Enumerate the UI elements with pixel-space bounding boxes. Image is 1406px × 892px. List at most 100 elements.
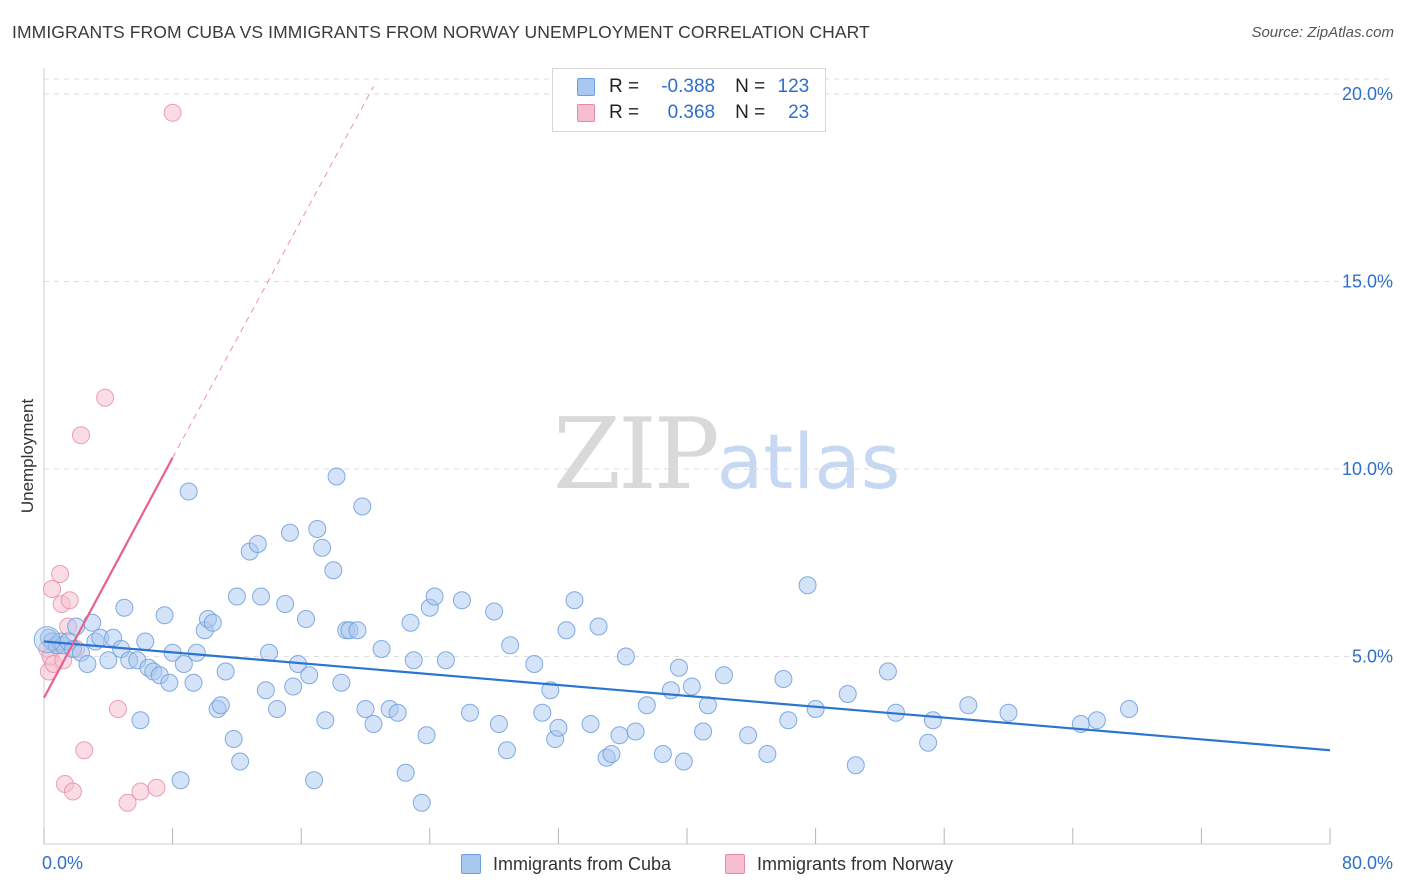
cuba-point [417,726,436,745]
cuba-point [313,538,332,557]
cuba-point [610,726,629,745]
y-axis-label: Unemployment [18,398,37,514]
norway-point [118,793,137,812]
legend-row-cuba: R = -0.388 N = 123 [577,75,809,99]
cuba-point [541,681,560,700]
cuba-point [460,703,479,722]
cuba-point [388,703,407,722]
norway-point [63,782,82,801]
cuba-point [316,711,335,730]
norway-point [43,580,62,598]
cuba-point [187,643,206,662]
legend-row-norway: R = 0.368 N = 23 [577,101,809,125]
legend-cuba-n-label: N = [735,76,766,97]
cuba-point [501,636,520,655]
cuba-point [846,756,865,775]
norway-point [147,778,166,797]
norway-point [108,700,127,718]
cuba-point [327,467,346,486]
cuba-point [779,711,798,730]
legend-norway-n-value: 23 [788,102,810,123]
cuba-point [356,700,375,718]
y-tick-label: 20.0% [1342,84,1393,104]
bottom-legend-norway: Immigrants from Norway [725,852,953,876]
cuba-point [589,617,608,636]
cuba-point [284,677,303,696]
cuba-point [694,722,713,741]
y-tick-label: 15.0% [1342,272,1393,292]
norway-point [60,591,79,610]
cuba-point [497,741,516,760]
cuba-point [268,700,287,718]
cuba-point [669,658,688,677]
cuba-point [99,651,118,670]
cuba-point [353,497,372,516]
cuba-point [698,696,717,715]
source-label: Source: ZipAtlas.com [1251,24,1394,41]
cuba-point [919,733,938,752]
cuba-point [115,598,134,617]
cuba-point [252,587,271,606]
cuba-point-cluster [33,626,61,654]
x-tick-label: 80.0% [1342,853,1393,873]
watermark-zip: ZIP [553,398,720,512]
cuba-point [758,745,777,763]
cuba-point [227,587,246,606]
cuba-point [211,696,230,715]
legend-norway-n-label: N = [735,102,766,123]
x-tick-label: 0.0% [42,853,83,873]
y-tick-label: 5.0% [1352,647,1393,667]
watermark-atlas: atlas [716,417,901,506]
cuba-trend-line [43,640,1331,752]
y-tick-label: 10.0% [1342,459,1393,479]
bottom-legend-cuba: Immigrants from Cuba [461,852,671,876]
cuba-point [452,591,471,610]
cuba-point [557,621,576,640]
legend-norway-r-label: R = [609,102,640,123]
cuba-point [160,673,179,692]
cuba-point [300,666,319,685]
cuba-point [739,726,758,745]
legend-norway-r-value: 0.368 [667,102,716,123]
norway-trend-line-extension [172,86,374,458]
cuba-point [674,752,693,771]
cuba-point [412,793,431,812]
bottom-legend-label-norway: Immigrants from Norway [757,853,954,874]
cuba-point [332,673,351,692]
cuba-point [549,718,568,737]
cuba-point [280,523,299,542]
cuba-point [248,535,267,553]
cuba-point [637,696,656,715]
watermark: ZIPatlas [553,398,900,512]
cuba-point [682,677,701,696]
cuba-point [179,482,198,501]
legend-cuba-r-value: -0.388 [661,76,716,97]
cuba-point [256,681,275,700]
cuba-point [806,700,825,718]
cuba-point [224,730,243,748]
cuba-point [216,662,235,681]
cuba-point [308,520,327,538]
chart-title: IMMIGRANTS FROM CUBA VS IMMIGRANTS FROM … [12,22,870,42]
cuba-point [231,752,250,771]
norway-point [131,782,150,801]
cuba-point [171,771,190,790]
cuba-point [297,610,316,628]
norway-point [75,741,94,760]
cuba-point [324,561,343,580]
cuba-point [404,651,423,670]
cuba-point [626,722,645,741]
cuba-point [653,745,672,763]
cuba-point [184,673,203,692]
cuba-point [774,670,793,688]
cuba-point [305,771,324,790]
cuba-point [838,685,857,703]
cuba-point [581,715,600,733]
cuba-point [661,681,680,700]
cuba-point [878,662,897,681]
cuba-point [1120,700,1139,718]
cuba-point [155,606,174,625]
cuba-point [348,621,367,640]
cuba-point [1087,711,1106,730]
cuba-point [372,640,391,658]
